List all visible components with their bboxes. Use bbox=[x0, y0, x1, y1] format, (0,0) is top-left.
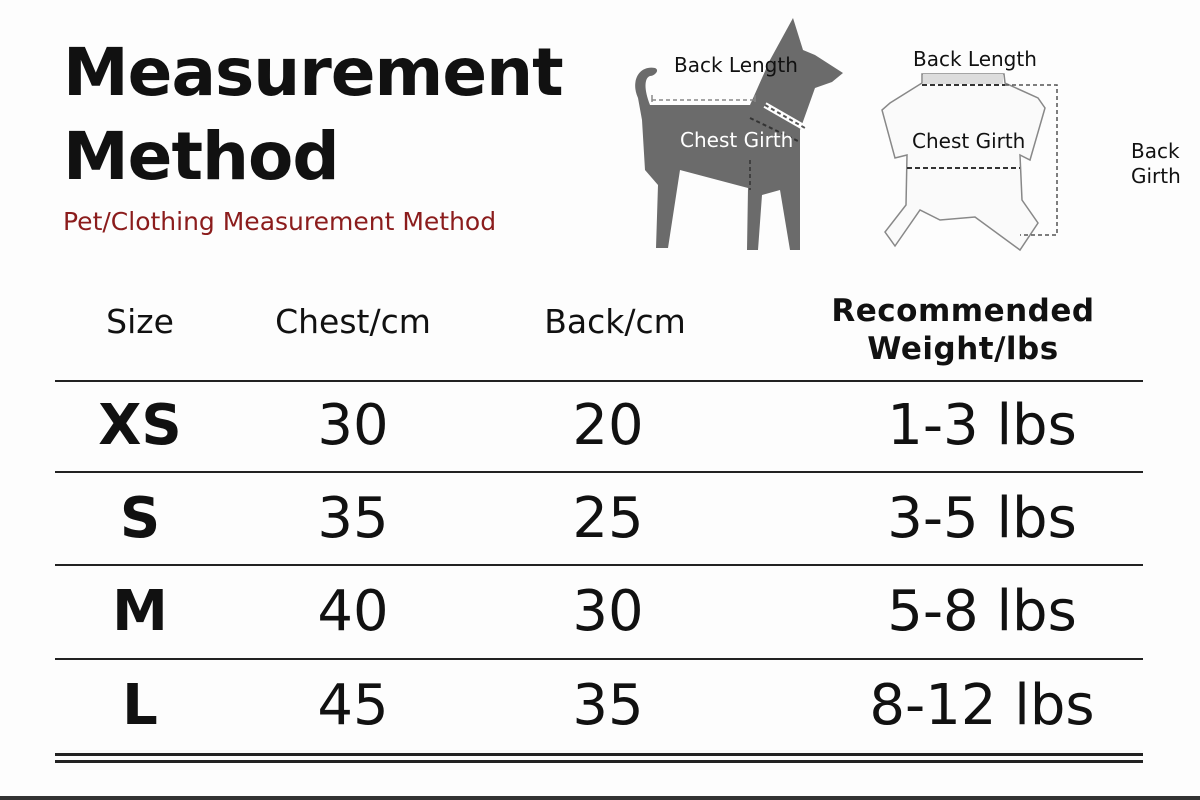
bottom-border bbox=[0, 796, 1200, 800]
row-divider bbox=[55, 380, 1143, 382]
cell-back: 20 bbox=[572, 393, 644, 458]
cell-weight: 5-8 lbs bbox=[887, 579, 1077, 644]
header-back: Back/cm bbox=[544, 302, 686, 341]
clothing-back-girth-label-1: Back bbox=[1131, 139, 1180, 163]
cell-chest: 30 bbox=[317, 393, 389, 458]
cell-size: XS bbox=[98, 393, 182, 458]
clothing-back-girth-label-2: Girth bbox=[1131, 164, 1181, 188]
cell-size: S bbox=[119, 486, 161, 551]
clothing-outline-icon: Back Length Chest Girth Back Girth bbox=[881, 47, 1181, 252]
cell-chest: 35 bbox=[317, 486, 389, 551]
cell-back: 35 bbox=[572, 673, 644, 738]
dog-silhouette-icon: Back Length Chest Girth bbox=[635, 18, 843, 250]
dog-chest-girth-label: Chest Girth bbox=[680, 128, 793, 152]
clothing-back-length-label: Back Length bbox=[913, 47, 1037, 71]
table-bottom-rule bbox=[55, 753, 1143, 756]
cell-chest: 45 bbox=[317, 673, 389, 738]
table-bottom-rule bbox=[55, 760, 1143, 763]
cell-size: M bbox=[112, 579, 168, 644]
page-title-line-1: Measurement bbox=[63, 34, 564, 111]
row-divider bbox=[55, 471, 1143, 473]
header-weight: Recommended Weight/lbs bbox=[813, 292, 1113, 368]
clothing-chest-girth-label: Chest Girth bbox=[912, 129, 1025, 153]
dog-back-length-label: Back Length bbox=[674, 53, 798, 77]
cell-back: 25 bbox=[572, 486, 644, 551]
header-weight-line-1: Recommended bbox=[831, 293, 1095, 329]
header-size: Size bbox=[106, 302, 174, 341]
cell-weight: 8-12 lbs bbox=[869, 673, 1095, 738]
cell-weight: 3-5 lbs bbox=[887, 486, 1077, 551]
measurement-diagrams: Back Length Chest Girth Back Length Ches… bbox=[635, 18, 1181, 252]
header-weight-line-2: Weight/lbs bbox=[867, 331, 1059, 367]
cell-size: L bbox=[122, 673, 158, 738]
page-title-line-2: Method bbox=[63, 118, 340, 195]
row-divider bbox=[55, 564, 1143, 566]
cell-back: 30 bbox=[572, 579, 644, 644]
header-chest: Chest/cm bbox=[275, 302, 431, 341]
cell-chest: 40 bbox=[317, 579, 389, 644]
row-divider bbox=[55, 658, 1143, 660]
cell-weight: 1-3 lbs bbox=[887, 393, 1077, 458]
subtitle: Pet/Clothing Measurement Method bbox=[63, 207, 497, 236]
